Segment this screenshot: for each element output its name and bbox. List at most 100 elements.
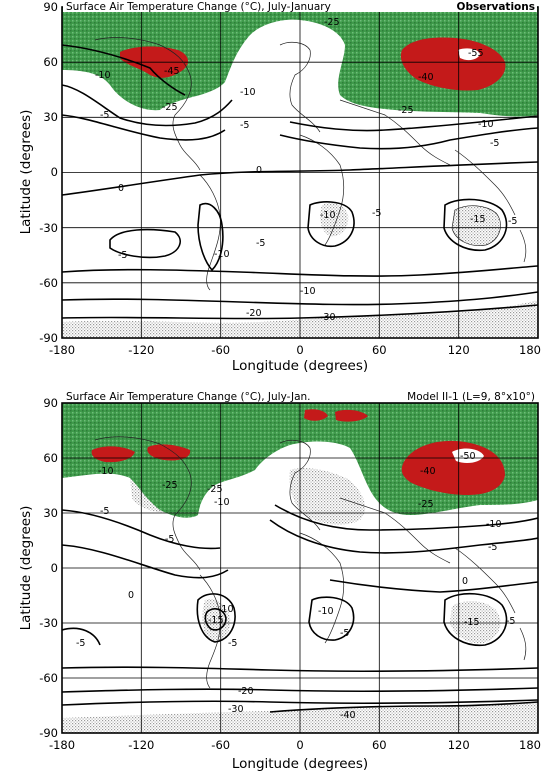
x-tick-label: -180	[49, 738, 75, 752]
x-tick-label: 180	[519, 343, 541, 357]
contour-label: -25	[207, 484, 223, 495]
warming-region-australia	[450, 601, 501, 644]
grid-bottom	[62, 403, 538, 733]
contour-equator-0	[329, 579, 538, 593]
panel-model: -25 -10 -5 -25 -10 -5 0 -40 -50 -25 -10 …	[18, 391, 541, 772]
contour-label: -5	[76, 638, 85, 649]
warming-region-australia	[452, 205, 501, 246]
map-frame	[61, 402, 539, 734]
x-tick-label: -180	[49, 343, 75, 357]
contour-label: -10	[478, 119, 494, 130]
contours-top	[62, 44, 538, 320]
contour-south-30	[62, 699, 538, 706]
warming-region-antarctica	[62, 300, 538, 338]
contour-label: -5	[340, 628, 349, 639]
contour-south-america	[196, 593, 236, 643]
contour-equator-0	[62, 161, 538, 196]
x-tick-label: -60	[211, 343, 230, 357]
contour-antarctic	[62, 304, 538, 320]
contour-label: 0	[128, 590, 134, 601]
strong-cooling-region-siberia	[400, 37, 506, 91]
contour-label: -25	[398, 105, 414, 116]
contour-label: -5	[228, 638, 237, 649]
y-tick-label: 30	[43, 110, 58, 124]
x-tick-label: 120	[448, 738, 470, 752]
contour-north-america-0	[62, 544, 229, 579]
panel-tag: Observations	[457, 1, 535, 13]
x-tick-label: -120	[128, 343, 154, 357]
contour-label: 0	[256, 165, 262, 176]
y-tick-label: 60	[43, 451, 58, 465]
y-tick-label: 0	[51, 561, 58, 575]
contour-australia	[443, 198, 508, 252]
contour-label: -5	[240, 120, 249, 131]
y-tick-label: -60	[39, 671, 58, 685]
contour-label: 0	[462, 576, 468, 587]
x-axis-label: Longitude (degrees)	[232, 358, 368, 374]
siberia-core	[452, 448, 484, 464]
contour-africa-south	[307, 201, 355, 248]
contour-label: -10	[98, 466, 114, 477]
y-tick-label: -30	[39, 221, 58, 235]
contour-labels-top: -25 -10 -5 -45 -25 -10 -5 0 -55 -40 -25 …	[95, 17, 517, 323]
contour-label: -10	[95, 70, 111, 81]
coastlines-top	[94, 37, 527, 291]
contour-label: -25	[162, 480, 178, 491]
contour-label: -10	[218, 604, 234, 615]
contour-south-america	[197, 203, 224, 272]
contour-label: -5	[506, 616, 515, 627]
strong-cooling-region-arctic-b	[335, 409, 368, 422]
contour-eurasia-10	[289, 115, 538, 132]
contour-arctic-25	[62, 44, 186, 96]
y-tick-label: -60	[39, 276, 58, 290]
contour-label: -55	[468, 48, 484, 59]
y-tick-label: 30	[43, 506, 58, 520]
contour-label: -10	[486, 519, 502, 530]
panel-title: Surface Air Temperature Change (°C), Jul…	[66, 1, 331, 13]
contour-pacific-south	[62, 627, 101, 646]
contour-eurasia-5	[269, 519, 538, 554]
x-ticks-bottom: -180 -120 -60 0 60 120 180	[49, 738, 541, 752]
contour-africa-south	[308, 596, 355, 641]
contour-south-5	[62, 666, 538, 673]
contour-south-20	[62, 687, 538, 693]
strong-cooling-region-greenland	[147, 444, 191, 461]
contour-label: -15	[208, 615, 224, 626]
y-tick-label: 90	[43, 0, 58, 14]
y-tick-label: -90	[39, 331, 58, 345]
y-tick-label: -90	[39, 726, 58, 740]
contour-label: -25	[162, 102, 178, 113]
contour-pacific-south	[109, 228, 181, 259]
x-tick-label: -120	[128, 738, 154, 752]
panel-tag: Model II-1 (L=9, 8°x10°)	[407, 391, 535, 403]
contour-eurasia-10	[274, 504, 538, 531]
cooling-region-north	[62, 403, 538, 518]
contour-label: -45	[164, 66, 180, 77]
contour-label: -10	[318, 606, 334, 617]
contour-south-america-inner	[204, 608, 227, 631]
contour-labels-bottom: -25 -10 -5 -25 -10 -5 0 -40 -50 -25 -10 …	[76, 451, 515, 721]
y-axis-label: Latitude (degrees)	[18, 506, 34, 631]
contour-label: -5	[100, 110, 109, 121]
x-tick-label: -60	[211, 738, 230, 752]
y-tick-label: 60	[43, 55, 58, 69]
contour-label: -20	[246, 308, 262, 319]
x-tick-label: 0	[296, 343, 303, 357]
strong-cooling-region-arctic-a	[304, 409, 328, 421]
contour-north-america-0	[62, 84, 233, 127]
contour-north-america-5	[62, 509, 221, 550]
contour-label: -10	[320, 210, 336, 221]
map-bottom: -25 -10 -5 -25 -10 -5 0 -40 -50 -25 -10 …	[62, 403, 538, 733]
contour-label: -15	[464, 617, 480, 628]
contour-label: -5	[488, 542, 497, 553]
contour-label: -25	[418, 499, 434, 510]
siberia-core	[458, 48, 480, 61]
contour-label: -40	[420, 466, 436, 477]
panel-observations: -25 -10 -5 -45 -25 -10 -5 0 -55 -40 -25 …	[18, 0, 541, 374]
contours-bottom	[62, 504, 538, 713]
x-axis-label: Longitude (degrees)	[232, 756, 368, 772]
contour-label: -10	[300, 286, 316, 297]
contour-label: -5	[118, 250, 127, 261]
cooling-region-north	[62, 7, 538, 117]
